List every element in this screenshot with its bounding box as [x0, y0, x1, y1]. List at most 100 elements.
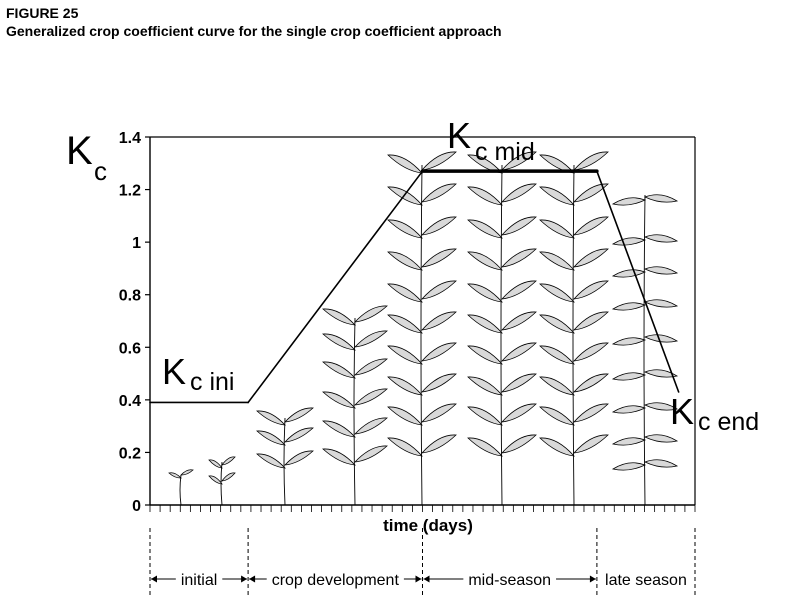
plant-leaf	[322, 333, 357, 351]
plant-leaf	[322, 448, 357, 466]
plant-leaf	[643, 334, 679, 343]
y-tick-label: 0	[132, 498, 141, 515]
stage-label: initial	[181, 572, 217, 589]
plant-leaf	[256, 410, 287, 426]
plant-leaf	[643, 194, 679, 203]
stage-arrowhead-left	[423, 575, 430, 583]
plant-leaf	[283, 407, 314, 423]
plant-leaf	[572, 280, 609, 300]
plant-leaf	[539, 186, 576, 206]
plant-leaf	[322, 361, 357, 379]
plant-leaf	[643, 402, 679, 411]
plant-leaf	[611, 237, 647, 246]
plant-leaf	[353, 305, 388, 323]
plant-leaf	[387, 314, 424, 334]
plant-leaf	[500, 342, 537, 362]
kc-mid-sub: c mid	[475, 138, 535, 166]
plant-leaf	[500, 151, 537, 171]
plant-leaf	[611, 302, 647, 311]
plant-leaf	[168, 472, 182, 479]
kc-ini-sub: c ini	[190, 368, 234, 396]
plant-leaf	[283, 427, 314, 443]
plant-leaf	[322, 308, 357, 326]
y-tick-label: 1.2	[119, 183, 141, 200]
plant-leaf	[467, 219, 504, 239]
plant-leaf	[420, 280, 457, 300]
plant-leaf	[387, 154, 424, 174]
plant-leaf	[643, 234, 679, 243]
plant-stem	[353, 317, 356, 506]
plant-leaf	[180, 469, 194, 476]
y-tick-label: 0.4	[119, 393, 141, 410]
plant-leaf	[387, 406, 424, 426]
kc-end-sub: c end	[698, 408, 759, 436]
plant-leaf	[420, 373, 457, 393]
plant-leaf	[643, 459, 679, 468]
plant-leaf	[208, 475, 223, 485]
plant-stem	[420, 164, 423, 506]
x-minor-ticks	[149, 505, 696, 512]
figure-title: Generalized crop coefficient curve for t…	[6, 23, 502, 39]
plant-stem	[179, 474, 182, 506]
plant-leaf	[420, 183, 457, 203]
plant-leaf	[387, 186, 424, 206]
annotation-kc-mid: K c mid	[447, 115, 535, 166]
plant-leaf	[467, 345, 504, 365]
plant-leaf	[467, 251, 504, 271]
plant-leaf	[500, 216, 537, 236]
plant-leaf	[387, 345, 424, 365]
stage-arrowhead-right	[415, 575, 422, 583]
stage-label: crop development	[272, 572, 400, 589]
plant-leaf	[643, 299, 679, 308]
plant-leaf	[467, 283, 504, 303]
plant-leaf	[387, 376, 424, 396]
plant-leaf	[611, 197, 647, 206]
plant-leaf	[353, 330, 388, 348]
plant-leaf	[539, 314, 576, 334]
plant-leaf	[467, 376, 504, 396]
plant-leaf	[387, 437, 424, 457]
plant-leaf	[420, 248, 457, 268]
plant-leaf	[539, 219, 576, 239]
plant-leaf	[539, 406, 576, 426]
plant-leaf	[467, 437, 504, 457]
plant-leaf	[572, 151, 609, 171]
plant-leaf	[500, 280, 537, 300]
plant-leaf	[611, 405, 647, 414]
plant-leaf	[572, 216, 609, 236]
y-tick-label: 1	[132, 235, 141, 252]
kc-curve	[149, 169, 680, 404]
stage-label: late season	[605, 572, 687, 589]
plant-leaf	[611, 337, 647, 346]
y-tick-label: 1.4	[119, 130, 141, 147]
plant-leaf	[387, 283, 424, 303]
kc-ini-main: K	[162, 351, 186, 392]
stage-label: mid-season	[468, 572, 551, 589]
plant-stem	[283, 417, 286, 506]
plant-leaf	[353, 358, 388, 376]
plot-frame	[149, 136, 696, 506]
annotation-kc-ini: K c ini	[162, 351, 234, 396]
plant-leaf	[572, 248, 609, 268]
plant-leaf	[467, 314, 504, 334]
y-axis-label: K c	[66, 129, 107, 186]
y-ticks: 0 0.2 0.4 0.6 0.8 1 1.2 1.4	[119, 130, 150, 515]
plant-stem	[500, 164, 503, 506]
plant-leaf	[322, 391, 357, 409]
plant-leaf	[283, 450, 314, 466]
kc-curve-segment	[247, 170, 424, 404]
plant-leaf	[208, 459, 223, 469]
plant-leaf	[387, 251, 424, 271]
y-axis-label-main: K	[66, 129, 93, 173]
plant-leaf	[539, 437, 576, 457]
plant-leaf	[500, 434, 537, 454]
plant-leaf	[256, 430, 287, 446]
stage-arrowhead-right	[241, 575, 248, 583]
plant-leaf	[611, 437, 647, 446]
plant-leaf	[643, 434, 679, 443]
plant-leaf	[500, 311, 537, 331]
stage-arrowhead-left	[151, 575, 157, 583]
y-tick-label: 0.8	[119, 288, 141, 305]
plant-leaf	[322, 420, 357, 438]
plant-leaf	[353, 417, 388, 435]
